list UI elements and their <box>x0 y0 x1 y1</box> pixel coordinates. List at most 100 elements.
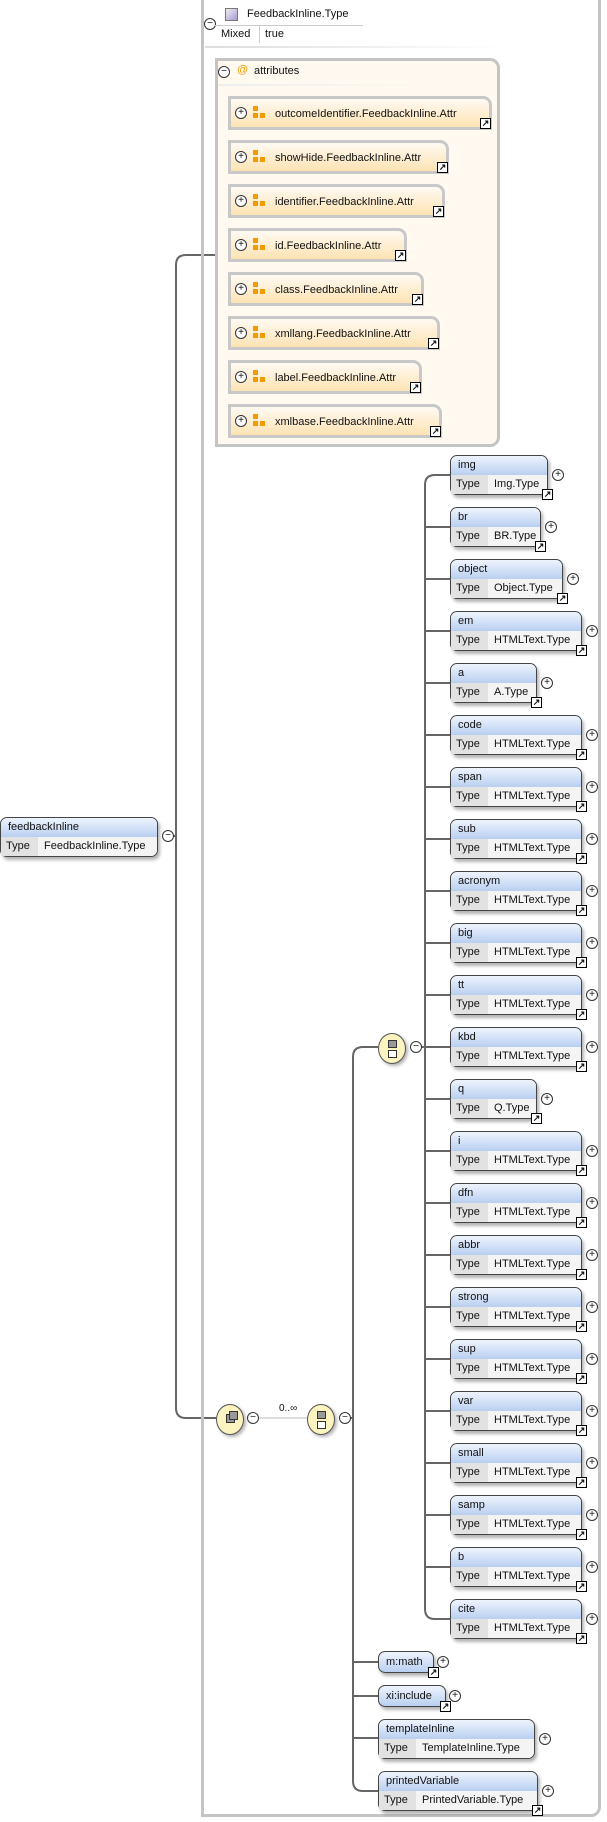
collapse-icon[interactable]: − <box>410 1041 422 1053</box>
expand-icon[interactable]: + <box>586 885 598 897</box>
attribute-item[interactable]: + identifier.FeedbackInline.Attr ↗ <box>228 184 445 218</box>
element[interactable]: q Type Q.Type ↗ <box>450 1079 542 1124</box>
link-icon[interactable]: ↗ <box>557 593 568 604</box>
expand-icon[interactable]: + <box>235 327 247 339</box>
collapse-icon[interactable]: − <box>339 1412 351 1424</box>
expand-icon[interactable]: + <box>552 469 564 481</box>
link-icon[interactable]: ↗ <box>576 645 587 656</box>
element[interactable]: span Type HTMLText.Type ↗ <box>450 767 587 812</box>
expand-icon[interactable]: + <box>586 1249 598 1261</box>
expand-icon[interactable]: + <box>541 1093 553 1105</box>
link-icon[interactable]: ↗ <box>576 1009 587 1020</box>
link-icon[interactable]: ↗ <box>576 905 587 916</box>
expand-icon[interactable]: + <box>586 781 598 793</box>
collapse-icon[interactable]: − <box>218 66 230 78</box>
element[interactable]: tt Type HTMLText.Type ↗ <box>450 975 587 1020</box>
link-icon[interactable]: ↗ <box>576 1529 587 1540</box>
expand-icon[interactable]: + <box>235 371 247 383</box>
element[interactable]: big Type HTMLText.Type ↗ <box>450 923 587 968</box>
expand-icon[interactable]: + <box>235 415 247 427</box>
attribute-item[interactable]: + id.FeedbackInline.Attr ↗ <box>228 228 407 262</box>
expand-icon[interactable]: + <box>586 1301 598 1313</box>
link-icon[interactable]: ↗ <box>412 294 423 305</box>
element[interactable]: a Type A.Type ↗ <box>450 663 542 708</box>
link-icon[interactable]: ↗ <box>410 382 421 393</box>
attribute-item[interactable]: + outcomeIdentifier.FeedbackInline.Attr ↗ <box>228 96 492 130</box>
link-icon[interactable]: ↗ <box>440 1701 451 1712</box>
link-icon[interactable]: ↗ <box>576 957 587 968</box>
expand-icon[interactable]: + <box>586 1613 598 1625</box>
element[interactable]: samp Type HTMLText.Type ↗ <box>450 1495 587 1540</box>
link-icon[interactable]: ↗ <box>430 426 441 437</box>
element[interactable]: printedVariable Type PrintedVariable.Type ↗ <box>378 1771 543 1816</box>
link-icon[interactable]: ↗ <box>542 489 553 500</box>
choice-icon[interactable] <box>378 1033 406 1064</box>
expand-icon[interactable]: + <box>586 625 598 637</box>
expand-icon[interactable]: + <box>586 1145 598 1157</box>
element[interactable]: sup Type HTMLText.Type ↗ <box>450 1339 587 1384</box>
expand-icon[interactable]: + <box>586 1509 598 1521</box>
element-ref[interactable]: m:math ↗ <box>378 1651 439 1678</box>
attribute-item[interactable]: + showHide.FeedbackInline.Attr ↗ <box>228 140 449 174</box>
choice-icon[interactable] <box>307 1404 335 1435</box>
link-icon[interactable]: ↗ <box>576 853 587 864</box>
collapse-icon[interactable]: − <box>247 1412 259 1424</box>
link-icon[interactable]: ↗ <box>531 697 542 708</box>
element[interactable]: strong Type HTMLText.Type ↗ <box>450 1287 587 1332</box>
expand-icon[interactable]: + <box>586 937 598 949</box>
link-icon[interactable]: ↗ <box>576 801 587 812</box>
element[interactable]: code Type HTMLText.Type ↗ <box>450 715 587 760</box>
expand-icon[interactable]: + <box>567 573 579 585</box>
link-icon[interactable]: ↗ <box>433 206 444 217</box>
attribute-item[interactable]: + xmlbase.FeedbackInline.Attr ↗ <box>228 404 442 438</box>
link-icon[interactable]: ↗ <box>535 541 546 552</box>
link-icon[interactable]: ↗ <box>576 1269 587 1280</box>
element[interactable]: i Type HTMLText.Type ↗ <box>450 1131 587 1176</box>
expand-icon[interactable]: + <box>586 833 598 845</box>
element[interactable]: object Type Object.Type ↗ <box>450 559 568 604</box>
expand-icon[interactable]: + <box>586 1197 598 1209</box>
expand-icon[interactable]: + <box>586 1353 598 1365</box>
expand-icon[interactable]: + <box>539 1733 551 1745</box>
expand-icon[interactable]: + <box>449 1690 461 1702</box>
link-icon[interactable]: ↗ <box>576 1165 587 1176</box>
expand-icon[interactable]: + <box>235 239 247 251</box>
element[interactable]: abbr Type HTMLText.Type ↗ <box>450 1235 587 1280</box>
attribute-item[interactable]: + xmllang.FeedbackInline.Attr ↗ <box>228 316 440 350</box>
attribute-item[interactable]: + label.FeedbackInline.Attr ↗ <box>228 360 422 394</box>
collapse-icon[interactable]: − <box>162 830 174 842</box>
collapse-icon[interactable]: − <box>204 18 216 30</box>
link-icon[interactable]: ↗ <box>531 1113 542 1124</box>
link-icon[interactable]: ↗ <box>576 1321 587 1332</box>
element[interactable]: em Type HTMLText.Type ↗ <box>450 611 587 656</box>
element[interactable]: dfn Type HTMLText.Type ↗ <box>450 1183 587 1228</box>
link-icon[interactable]: ↗ <box>576 1373 587 1384</box>
expand-icon[interactable]: + <box>235 195 247 207</box>
link-icon[interactable]: ↗ <box>480 118 491 129</box>
element[interactable]: b Type HTMLText.Type ↗ <box>450 1547 587 1592</box>
link-icon[interactable]: ↗ <box>428 338 439 349</box>
expand-icon[interactable]: + <box>586 1561 598 1573</box>
element[interactable]: img Type Img.Type ↗ <box>450 455 553 500</box>
element[interactable]: small Type HTMLText.Type ↗ <box>450 1443 587 1488</box>
element[interactable]: cite Type HTMLText.Type ↗ <box>450 1599 587 1644</box>
expand-icon[interactable]: + <box>586 1041 598 1053</box>
expand-icon[interactable]: + <box>586 729 598 741</box>
expand-icon[interactable]: + <box>235 151 247 163</box>
expand-icon[interactable]: + <box>542 1785 554 1797</box>
link-icon[interactable]: ↗ <box>576 1061 587 1072</box>
link-icon[interactable]: ↗ <box>576 1633 587 1644</box>
expand-icon[interactable]: + <box>586 1405 598 1417</box>
expand-icon[interactable]: + <box>586 989 598 1001</box>
expand-icon[interactable]: + <box>586 1457 598 1469</box>
sequence-icon[interactable] <box>216 1404 244 1435</box>
attribute-item[interactable]: + class.FeedbackInline.Attr ↗ <box>228 272 424 306</box>
link-icon[interactable]: ↗ <box>576 1581 587 1592</box>
link-icon[interactable]: ↗ <box>576 1425 587 1436</box>
expand-icon[interactable]: + <box>235 107 247 119</box>
element[interactable]: acronym Type HTMLText.Type ↗ <box>450 871 587 916</box>
element[interactable]: sub Type HTMLText.Type ↗ <box>450 819 587 864</box>
link-icon[interactable]: ↗ <box>576 1477 587 1488</box>
expand-icon[interactable]: + <box>437 1656 449 1668</box>
link-icon[interactable]: ↗ <box>395 250 406 261</box>
